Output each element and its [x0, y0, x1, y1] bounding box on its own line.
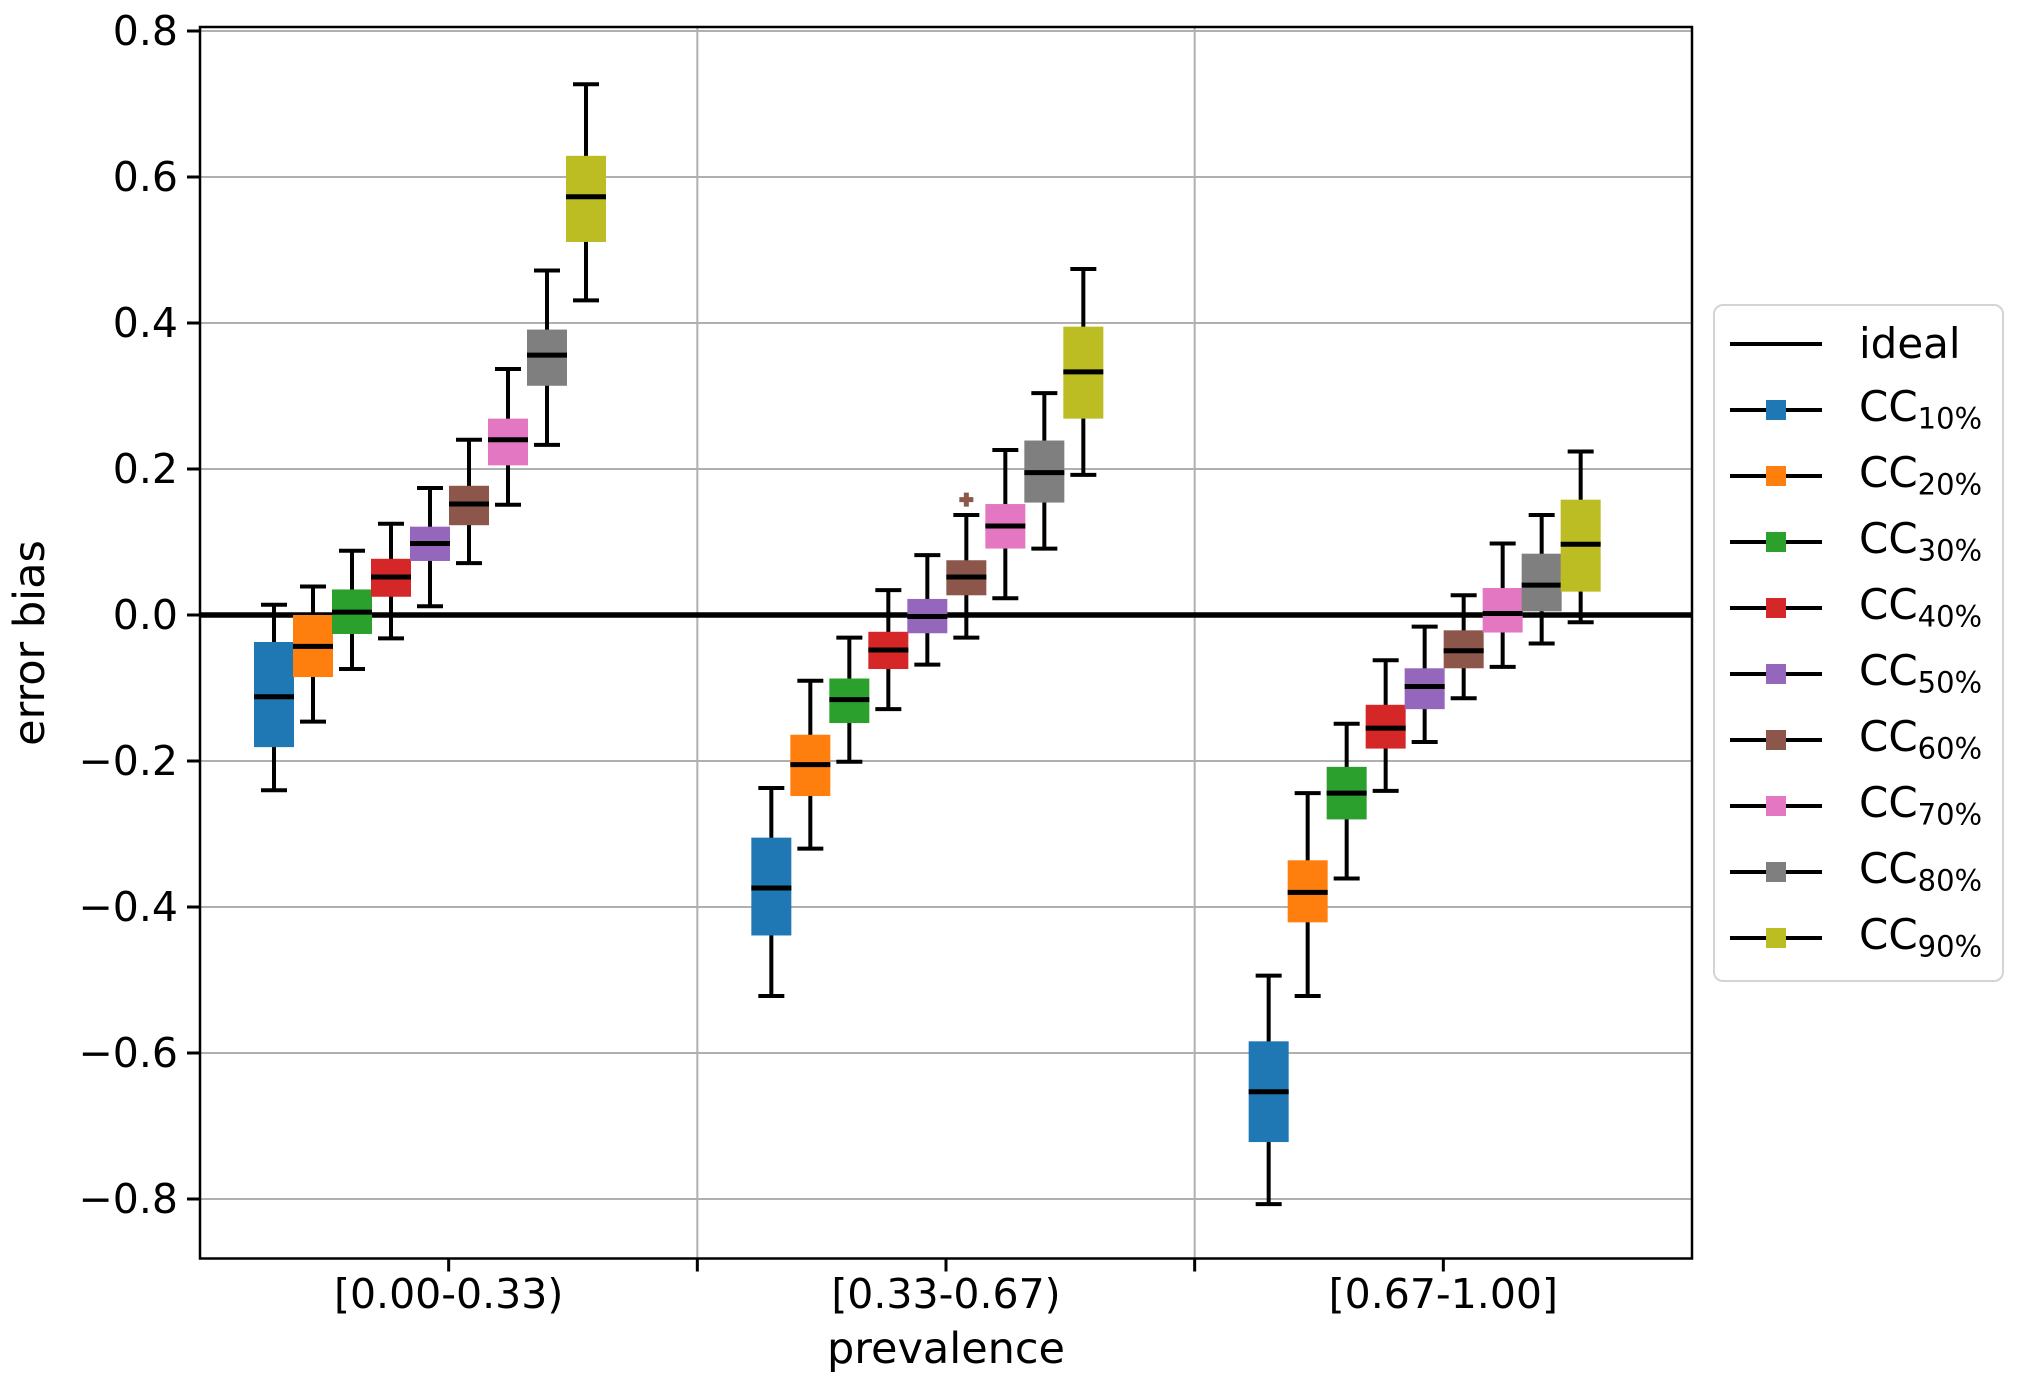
y-tick-label: −0.6	[78, 1029, 178, 1077]
legend-line-square-icon	[1730, 796, 1822, 816]
legend-item-cc80: CC80%	[1715, 844, 2002, 898]
legend-item-label: CC20%	[1859, 448, 1983, 502]
legend: ideal CC10% CC20% CC30% CC40% CC50% CC60% CC70%…	[1713, 304, 2004, 982]
legend-color-swatch	[1766, 730, 1786, 750]
legend-color-swatch	[1766, 862, 1786, 882]
legend-item-label: CC50%	[1859, 646, 1983, 700]
legend-color-swatch	[1766, 928, 1786, 948]
legend-line-square-icon	[1730, 862, 1822, 882]
legend-item-cc70: CC70%	[1715, 778, 2002, 832]
y-tick-label: −0.8	[78, 1175, 178, 1223]
legend-item-cc40: CC40%	[1715, 580, 2002, 634]
legend-color-swatch	[1766, 664, 1786, 684]
legend-color-swatch	[1766, 796, 1786, 816]
legend-line-square-icon	[1730, 400, 1822, 420]
y-tick-label: 0.0	[113, 591, 178, 639]
legend-color-swatch	[1766, 598, 1786, 618]
legend-line-square-icon	[1730, 466, 1822, 486]
legend-item-label: CC40%	[1859, 580, 1983, 634]
x-tick-label: [0.67-1.00]	[1329, 1270, 1558, 1318]
legend-item-cc30: CC30%	[1715, 514, 2002, 568]
legend-item-label: CC80%	[1859, 844, 1983, 898]
axes-spines	[198, 25, 1694, 1260]
legend-item-cc50: CC50%	[1715, 646, 2002, 700]
legend-item-label: CC10%	[1859, 382, 1983, 436]
box-CC80%-g3	[1521, 553, 1562, 612]
legend-line-square-icon	[1730, 598, 1822, 618]
legend-item-label: CC90%	[1859, 910, 1983, 964]
legend-color-swatch	[1766, 532, 1786, 552]
legend-item-cc60: CC60%	[1715, 712, 2002, 766]
y-tick-label: −0.4	[78, 883, 178, 931]
x-tick-label: [0.33-0.67)	[831, 1270, 1060, 1318]
y-tick-label: 0.6	[113, 153, 178, 201]
y-axis-label: error bias	[5, 540, 55, 746]
legend-item-cc10: CC10%	[1715, 382, 2002, 436]
legend-item-label: CC70%	[1859, 778, 1983, 832]
legend-item-label: ideal	[1859, 319, 1961, 368]
y-tick-label: 0.2	[113, 445, 178, 493]
box-CC70%-g3	[1482, 587, 1523, 633]
legend-item-ideal: ideal	[1715, 322, 2002, 366]
y-tick-label: −0.2	[78, 737, 178, 785]
x-tick-label: [0.00-0.33)	[334, 1270, 563, 1318]
legend-line-square-icon	[1730, 532, 1822, 552]
plot-area: 0.8 0.6 0.4 0.2 0.0 −0.2 −0.4 −0.6 −0.8 [0.00-0.3…	[78, 7, 1694, 1318]
legend-line-icon	[1730, 342, 1822, 346]
legend-item-label: CC60%	[1859, 712, 1983, 766]
legend-item-cc90: CC90%	[1715, 910, 2002, 964]
legend-line-square-icon	[1730, 928, 1822, 948]
legend-color-swatch	[1766, 400, 1786, 420]
legend-item-label: CC30%	[1859, 514, 1983, 568]
outlier-marker-CC60%	[959, 492, 974, 507]
legend-line-square-icon	[1730, 664, 1822, 684]
legend-item-cc20: CC20%	[1715, 448, 2002, 502]
x-axis-label: prevalence	[827, 1324, 1065, 1374]
y-tick-label: 0.8	[113, 7, 178, 55]
legend-color-swatch	[1766, 466, 1786, 486]
legend-line-square-icon	[1730, 730, 1822, 750]
y-tick-label: 0.4	[113, 299, 178, 347]
box-CC80%-g1	[527, 329, 567, 386]
